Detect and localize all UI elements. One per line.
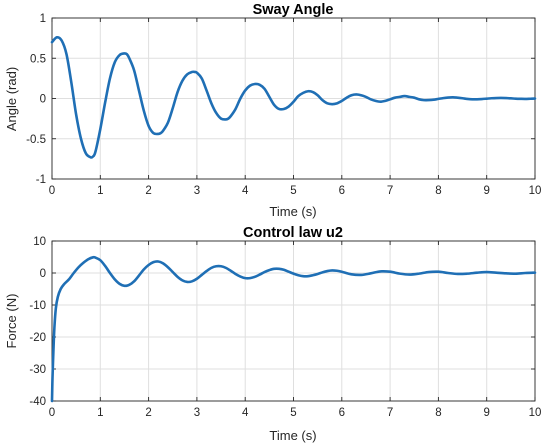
- y-axis-label: Force (N): [4, 294, 19, 349]
- y-tick-label: 0: [40, 268, 46, 280]
- x-axis-label: Time (s): [269, 428, 316, 443]
- x-tick-label: 9: [483, 185, 489, 197]
- y-axis-label: Angle (rad): [4, 67, 19, 131]
- grid: [51, 240, 536, 402]
- y-tick-label: -1: [36, 174, 46, 186]
- x-tick-label: 6: [339, 407, 345, 419]
- x-tick-label: 7: [387, 407, 393, 419]
- y-tick-label: 1: [40, 13, 46, 25]
- x-tick-label: 0: [49, 185, 55, 197]
- y-tick-label: 10: [33, 236, 46, 248]
- y-tick-label: -40: [29, 396, 46, 408]
- y-tick-label: -20: [29, 332, 46, 344]
- x-tick-label: 8: [435, 185, 441, 197]
- x-tick-label: 2: [145, 407, 151, 419]
- x-tick-label: 1: [97, 407, 103, 419]
- x-tick-label: 10: [529, 185, 542, 197]
- x-tick-label: 6: [339, 185, 345, 197]
- y-tick-label: -30: [29, 364, 46, 376]
- x-tick-label: 2: [145, 185, 151, 197]
- x-tick-label: 0: [49, 407, 55, 419]
- x-tick-label: 5: [290, 185, 296, 197]
- series-line: [50, 255, 537, 403]
- chart-title: Sway Angle: [253, 2, 334, 18]
- ticks: 0 1 2 3 4 5 6 7 8 9 10 -1 -0.5 0 0.5 1: [26, 13, 541, 197]
- control-law-u2-plot: Control law u2 Time (s) Force (N) 0 1 2 3 4 5…: [4, 225, 541, 443]
- x-tick-label: 3: [194, 185, 200, 197]
- y-tick-label: -0.5: [26, 134, 46, 146]
- x-tick-label: 3: [194, 407, 200, 419]
- x-tick-label: 7: [387, 185, 393, 197]
- chart-title: Control law u2: [243, 225, 343, 241]
- x-tick-label: 1: [97, 185, 103, 197]
- x-tick-label: 8: [435, 407, 441, 419]
- ticks: 0 1 2 3 4 5 6 7 8 9 10 -40 -30 -20 -10 0 10: [29, 236, 541, 419]
- x-tick-label: 5: [290, 407, 296, 419]
- x-tick-label: 4: [242, 407, 249, 419]
- y-tick-label: -10: [29, 300, 46, 312]
- series-line: [50, 35, 537, 159]
- x-tick-label: 10: [529, 407, 542, 419]
- x-axis-label: Time (s): [269, 204, 316, 219]
- y-tick-label: 0.5: [30, 53, 46, 65]
- y-tick-label: 0: [40, 94, 46, 106]
- x-tick-label: 4: [242, 185, 249, 197]
- x-tick-label: 9: [483, 407, 489, 419]
- sway-angle-plot: Sway Angle Time (s) Angle (rad) 0 1 2 3 4 5 6 7…: [4, 2, 541, 219]
